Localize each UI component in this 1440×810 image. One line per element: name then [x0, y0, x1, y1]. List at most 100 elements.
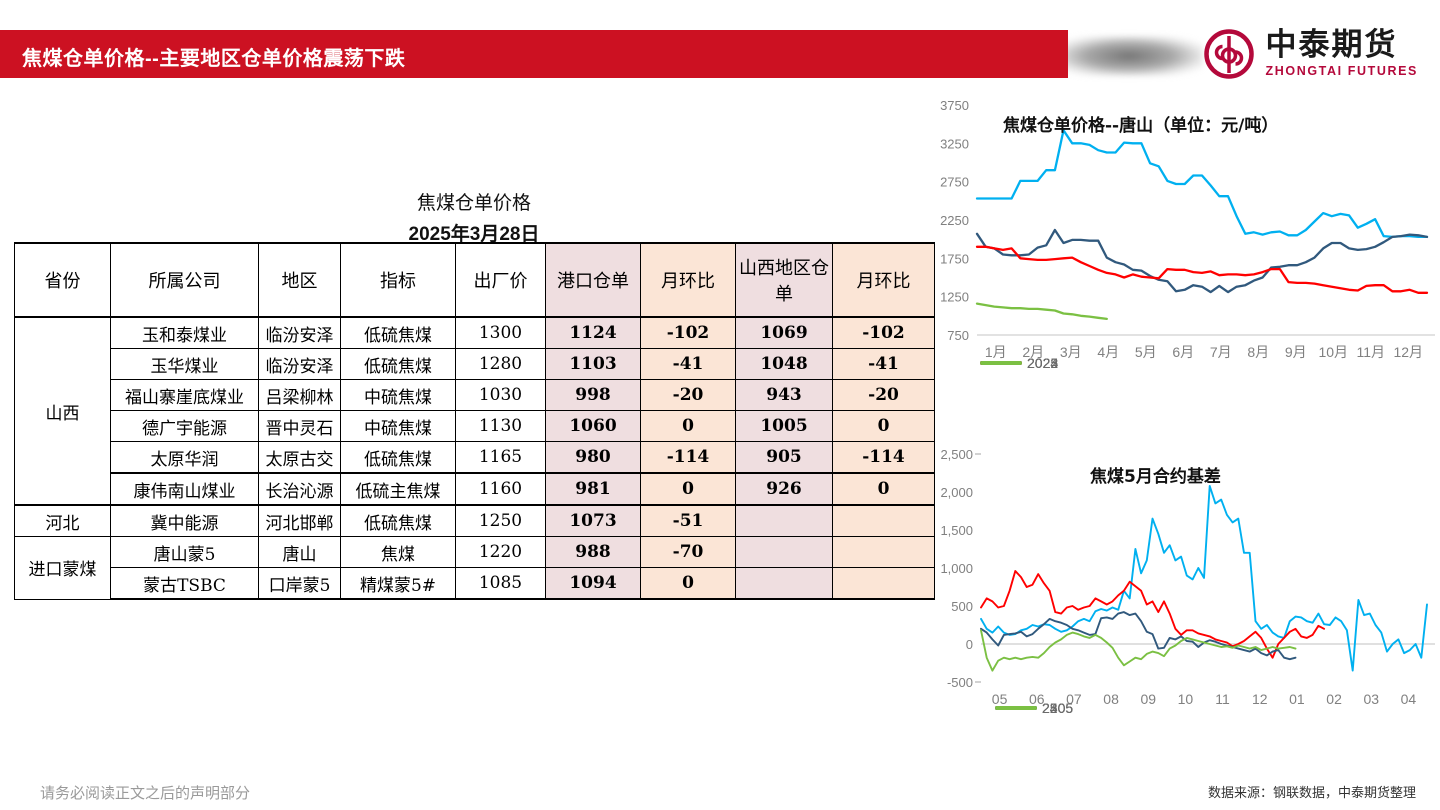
table-row: 康伟南山煤业 长治沁源 低硫主焦煤 1160 981 0 926 0 — [15, 472, 935, 506]
legend-label: 2505 — [1042, 700, 1074, 716]
x-axis-tick-label: 01 — [1289, 691, 1305, 707]
x-axis-tick-label: 3月 — [1060, 344, 1082, 360]
table-cell-port-warrant: 1073 — [545, 504, 641, 537]
table-cell-ex-factory: 1280 — [455, 348, 546, 380]
y-axis-tick-label: 3750 — [940, 98, 969, 113]
table-cell-index: 中硫焦煤 — [340, 410, 456, 442]
legend-label: 2405 — [1042, 700, 1074, 716]
table-row: 玉华煤业 临汾安泽 低硫焦煤 1280 1103 -41 1048 -41 — [15, 348, 935, 380]
x-axis-tick-label: 11 — [1215, 691, 1230, 707]
table-row: 河北 冀中能源 河北邯郸 低硫焦煤 1250 1073 -51 — [14, 504, 935, 537]
table-cell-index: 精煤蒙5# — [340, 567, 456, 600]
table-col-header: 出厂价 — [455, 242, 546, 318]
y-axis-tick-label: 500 — [951, 599, 973, 614]
company-logo: 中泰期货 ZHONGTAI FUTURES — [1203, 27, 1418, 80]
table-cell-shanxi-mom — [832, 567, 935, 600]
y-axis-tick-label: 2,000 — [940, 485, 973, 500]
table-cell-shanxi-mom: -114 — [832, 441, 935, 474]
table-cell-shanxi-warrant: 926 — [735, 472, 833, 506]
x-axis-tick-label: 05 — [992, 691, 1008, 707]
x-axis-tick-label: 04 — [1401, 691, 1417, 707]
table-cell-company: 玉华煤业 — [110, 348, 259, 380]
table-cell-port-warrant: 980 — [545, 441, 641, 474]
table-cell-province: 进口蒙煤 — [14, 536, 111, 600]
x-axis-tick-label: 02 — [1326, 691, 1342, 707]
table-cell-port-mom: -20 — [640, 379, 736, 411]
table-cell-ex-factory: 1250 — [455, 504, 546, 537]
series-line-2205 — [980, 484, 1428, 672]
table-cell-port-warrant: 988 — [545, 536, 641, 568]
table-cell-company: 福山寨崖底煤业 — [110, 379, 259, 411]
table-cell-port-mom: -51 — [640, 504, 736, 537]
series-line-2022 — [975, 129, 1429, 239]
x-axis-tick-label: 5月 — [1135, 344, 1157, 360]
table-cell-port-mom: 0 — [640, 410, 736, 442]
logo-company-name-cn: 中泰期货 — [1265, 27, 1398, 64]
table-cell-shanxi-warrant — [735, 536, 833, 568]
y-axis-tick-label: 2,500 — [940, 447, 973, 462]
table-col-header: 所属公司 — [110, 242, 259, 318]
table-cell-index: 低硫焦煤 — [340, 316, 456, 349]
table-cell-region: 临汾安泽 — [258, 348, 341, 380]
legend-label: 2024 — [1027, 355, 1059, 371]
table-cell-port-mom: -41 — [640, 348, 736, 380]
table-cell-region: 口岸蒙5 — [258, 567, 341, 600]
table-cell-shanxi-mom: 0 — [832, 410, 935, 442]
legend-swatch-icon — [980, 361, 1022, 365]
y-axis-tick-label: 3250 — [940, 136, 969, 151]
legend-label: 2022 — [1027, 355, 1059, 371]
page-title: 焦煤仓单价格--主要地区仓单价格震荡下跌 — [22, 48, 406, 70]
legend-label: 2305 — [1042, 700, 1074, 716]
x-axis-tick-label: 8月 — [1247, 344, 1269, 360]
x-axis-tick-label: 12月 — [1393, 344, 1423, 360]
legend-swatch-icon — [995, 706, 1037, 710]
table-title-block: 焦煤仓单价格 2025年3月28日 — [14, 188, 934, 246]
y-axis-tick-label: 2250 — [940, 213, 969, 228]
y-axis-tick-label: 750 — [947, 328, 969, 343]
x-axis-tick-label: 06 — [1029, 691, 1045, 707]
table-cell-shanxi-warrant — [735, 504, 833, 537]
table-col-header: 月环比 — [640, 242, 736, 318]
table-row: 进口蒙煤 唐山蒙5 唐山 焦煤 1220 988 -70 — [14, 536, 935, 600]
table-cell-ex-factory: 1165 — [455, 441, 546, 474]
legend-label: 2025 — [1027, 355, 1059, 371]
table-cell-region: 长治沁源 — [258, 472, 341, 506]
table-row: 德广宇能源 晋中灵石 中硫焦煤 1130 1060 0 1005 0 — [15, 410, 935, 442]
footer-data-source: 数据来源：钢联数据，中泰期货整理 — [1207, 786, 1416, 801]
y-axis-tick-label: 1250 — [940, 290, 969, 305]
y-axis-tick-label: 1750 — [940, 251, 969, 266]
table-row: 蒙古TSBC 口岸蒙5 精煤蒙5# 1085 1094 0 — [15, 567, 935, 600]
table-cell-port-warrant: 981 — [545, 472, 641, 506]
table-cell-port-mom: 0 — [640, 567, 736, 600]
table-cell-ex-factory: 1300 — [455, 316, 546, 349]
table-cell-province: 山西 — [14, 316, 111, 506]
table-cell-province: 河北 — [14, 504, 111, 537]
chart-title-bottom: 焦煤5月合约基差 — [1090, 467, 1221, 487]
table-col-header: 港口仓单 — [545, 242, 641, 318]
table-cell-shanxi-warrant: 943 — [735, 379, 833, 411]
table-cell-index: 中硫焦煤 — [340, 379, 456, 411]
x-axis-tick-label: 4月 — [1097, 344, 1119, 360]
logo-company-name-en: ZHONGTAI FUTURES — [1265, 64, 1418, 79]
chart-coking-coal-basis: 焦煤5月合约基差 -500 0 500 1,000 1,500 2,000 2,500 05 0… — [925, 440, 1435, 730]
table-cell-ex-factory: 1220 — [455, 536, 546, 568]
table-cell-company: 玉和泰煤业 — [110, 316, 259, 349]
table-cell-index: 低硫焦煤 — [340, 441, 456, 474]
table-header-row: 省份 所属公司 地区 指标 出厂价 港口仓单 月环比 山西地区仓单 月环比 — [14, 242, 935, 318]
header-shadow-decoration — [1055, 36, 1203, 76]
x-axis-tick-label: 6月 — [1172, 344, 1194, 360]
table-cell-shanxi-mom: -41 — [832, 348, 935, 380]
table-cell-region: 唐山 — [258, 536, 341, 568]
table-cell-port-warrant: 1124 — [545, 316, 641, 349]
footer-disclaimer: 请务必阅读正文之后的声明部分 — [40, 784, 251, 802]
table-cell-ex-factory: 1030 — [455, 379, 546, 411]
x-axis-tick-label: 03 — [1363, 691, 1379, 707]
table-cell-company: 康伟南山煤业 — [110, 472, 259, 506]
legend-label: 2205 — [1042, 700, 1074, 716]
table-cell-port-warrant: 1060 — [545, 410, 641, 442]
y-axis-tick-label: 1,000 — [940, 561, 973, 576]
table-cell-shanxi-warrant: 1005 — [735, 410, 833, 442]
x-axis-tick-label: 7月 — [1210, 344, 1232, 360]
table-cell-region: 河北邯郸 — [258, 504, 341, 537]
legend-item-2505: 2505 — [995, 700, 1073, 716]
